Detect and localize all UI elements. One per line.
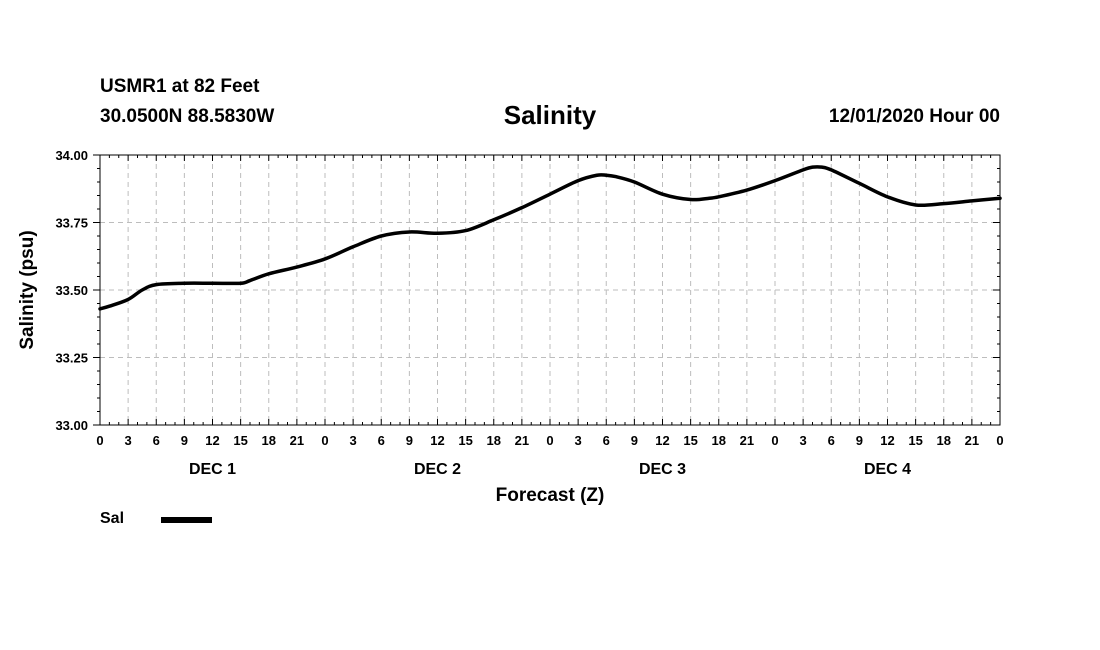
x-tick-label: 21 [515,433,529,448]
coordinates-label: 30.0500N 88.5830W [100,106,275,127]
x-tick-label: 12 [205,433,219,448]
y-tick-label: 34.00 [55,148,88,163]
legend-swatch-sal [161,517,212,523]
x-tick-label: 0 [771,433,778,448]
x-tick-label: 6 [603,433,610,448]
x-tick-label: 9 [181,433,188,448]
x-tick-label: 0 [546,433,553,448]
x-tick-label: 12 [655,433,669,448]
forecast-datetime: 12/01/2020 Hour 00 [828,106,1000,127]
x-tick-label: 18 [937,433,951,448]
x-tick-label: 15 [233,433,247,448]
x-tick-label: 18 [487,433,501,448]
x-tick-label: 3 [800,433,807,448]
x-tick-label: 6 [153,433,160,448]
x-tick-label: 3 [125,433,132,448]
x-tick-label: 6 [828,433,835,448]
day-label: DEC 1 [189,461,236,478]
day-label: DEC 3 [639,461,686,478]
x-tick-label: 12 [430,433,444,448]
grid-lines [100,155,1000,425]
x-tick-label: 9 [406,433,413,448]
x-tick-label: 21 [740,433,754,448]
x-tick-label: 3 [575,433,582,448]
day-labels: DEC 1 DEC 2 DEC 3 DEC 4 [189,461,911,478]
y-tick-label: 33.50 [55,283,88,298]
series-line-sal [98,165,1002,311]
x-tick-label: 3 [350,433,357,448]
x-tick-label: 9 [856,433,863,448]
x-tick-label: 15 [458,433,472,448]
chart-title: Salinity [503,100,597,130]
y-tick-label: 33.75 [55,216,88,231]
x-axis-title: Forecast (Z) [496,485,605,506]
y-axis-title: Salinity (psu) [17,230,38,349]
day-label: DEC 4 [864,461,911,478]
y-tick-label: 33.25 [55,351,88,366]
y-tick-label: 33.00 [55,418,88,433]
plot-frame [99,154,1001,426]
legend-label-sal: Sal [100,510,125,527]
x-tick-label: 21 [965,433,979,448]
x-tick-label: 6 [378,433,385,448]
x-tick-label: 0 [96,433,103,448]
y-tick-labels: 33.00 33.25 33.50 33.75 34.00 [55,148,88,433]
x-tick-label: 0 [321,433,328,448]
x-tick-labels: 0 3 6 9 12 15 18 21 0 3 6 9 12 15 18 21 0 3 6 9 12 15 18 21 0 3 6 9… [96,433,1003,448]
x-tick-label: 18 [262,433,276,448]
x-tick-label: 21 [290,433,304,448]
x-tick-label: 15 [908,433,922,448]
x-tick-label: 15 [683,433,697,448]
x-tick-label: 9 [631,433,638,448]
x-tick-label: 18 [712,433,726,448]
x-tick-label: 0 [996,433,1003,448]
station-label: USMR1 at 82 Feet [100,76,260,97]
x-tick-label: 12 [880,433,894,448]
day-label: DEC 2 [414,461,461,478]
